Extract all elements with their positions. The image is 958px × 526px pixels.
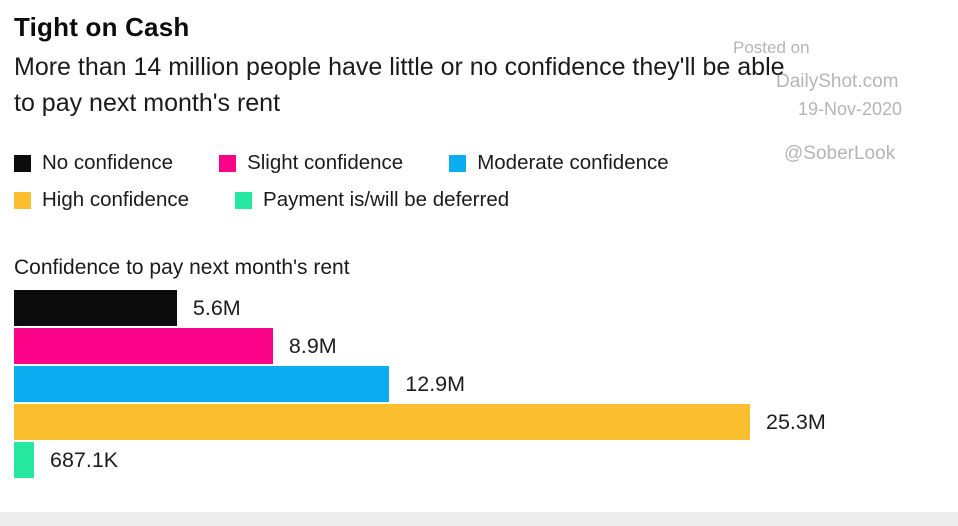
chart-legend: No confidence Slight confidence Moderate c… bbox=[14, 151, 958, 212]
watermark-posted-on: Posted on bbox=[733, 38, 810, 57]
watermark-handle: @SoberLook bbox=[784, 143, 896, 164]
bar-value-label-payment-is-will-be-deferred: 687.1K bbox=[50, 447, 119, 472]
bar-payment-is-will-be-deferred bbox=[14, 442, 34, 478]
legend-label-moderate-confidence: Moderate confidence bbox=[477, 151, 669, 174]
legend-row-1: No confidence Slight confidence Moderate c… bbox=[14, 151, 958, 175]
bar-value-label-high-confidence: 25.3M bbox=[766, 409, 826, 434]
legend-item-moderate-confidence: Moderate confidence bbox=[449, 151, 669, 175]
bar-row-no-confidence: 5.6M bbox=[14, 290, 958, 326]
bar-high-confidence bbox=[14, 404, 750, 440]
legend-swatch-payment-is-will-be-deferred bbox=[235, 191, 253, 209]
legend-swatch-slight-confidence bbox=[219, 154, 237, 172]
bar-moderate-confidence bbox=[14, 366, 390, 402]
legend-label-payment-is-will-be-deferred: Payment is/will be deferred bbox=[263, 188, 510, 211]
bar-no-confidence bbox=[14, 290, 177, 326]
bar-row-payment-is-will-be-deferred: 687.1K bbox=[14, 442, 958, 478]
page-title: Tight on Cash bbox=[14, 12, 190, 42]
legend-swatch-moderate-confidence bbox=[449, 154, 467, 172]
bar-row-slight-confidence: 8.9M bbox=[14, 328, 958, 364]
legend-item-no-confidence: No confidence bbox=[14, 151, 173, 175]
legend-item-high-confidence: High confidence bbox=[14, 188, 189, 212]
bar-chart: 5.6M 8.9M 12.9M 25.3M 687.1K bbox=[14, 290, 958, 478]
legend-swatch-no-confidence bbox=[14, 154, 31, 172]
legend-label-no-confidence: No confidence bbox=[42, 151, 174, 174]
legend-item-payment-is-will-be-deferred: Payment is/will be deferred bbox=[235, 188, 509, 212]
bar-slight-confidence bbox=[14, 328, 273, 364]
bar-row-moderate-confidence: 12.9M bbox=[14, 366, 958, 402]
chart-section-title: Confidence to pay next month's rent bbox=[14, 256, 350, 279]
legend-swatch-high-confidence bbox=[14, 191, 31, 209]
bar-value-label-slight-confidence: 8.9M bbox=[288, 333, 337, 358]
bar-row-high-confidence: 25.3M bbox=[14, 404, 958, 440]
chart-subtitle-line-1: More than 14 million people have little … bbox=[14, 53, 785, 81]
legend-item-slight-confidence: Slight confidence bbox=[219, 151, 403, 175]
chart-subtitle-line-2: to pay next month's rent bbox=[14, 89, 281, 117]
bottom-strip bbox=[0, 512, 958, 526]
chart-subtitle: More than 14 million people have little … bbox=[14, 49, 958, 121]
legend-label-slight-confidence: Slight confidence bbox=[247, 151, 404, 174]
bar-value-label-no-confidence: 5.6M bbox=[192, 295, 241, 320]
bar-value-label-moderate-confidence: 12.9M bbox=[405, 371, 466, 396]
watermark-site: DailyShot.com bbox=[776, 71, 899, 92]
legend-label-high-confidence: High confidence bbox=[42, 188, 190, 211]
watermark-date: 19-Nov-2020 bbox=[798, 99, 903, 119]
legend-row-2: High confidence Payment is/will be deferr… bbox=[14, 188, 958, 212]
